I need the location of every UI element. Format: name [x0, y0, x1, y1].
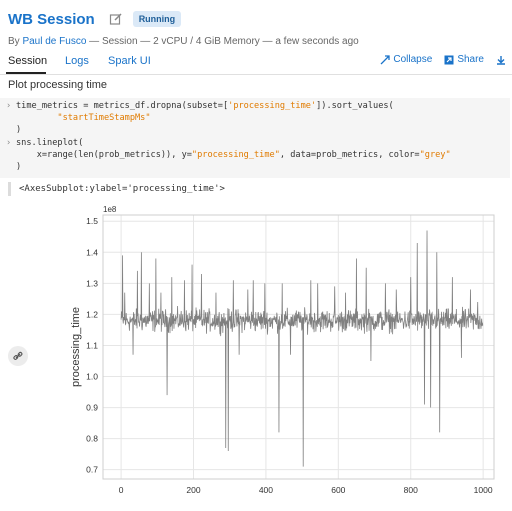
author-link[interactable]: Paul de Fusco [22, 36, 87, 47]
download-button[interactable] [496, 55, 506, 65]
session-actions: Collapse Share [380, 54, 506, 65]
active-tab-indicator [6, 72, 46, 74]
y-tick-label: 1.1 [86, 340, 98, 350]
x-tick-label: 200 [186, 485, 200, 495]
y-tick-label: 1.0 [86, 372, 98, 382]
collapse-icon [380, 54, 391, 64]
x-tick-labels: 0 200 400 600 800 1000 [119, 485, 493, 495]
x-tick-label: 1000 [474, 485, 493, 495]
cell-heading: Plot processing time [8, 79, 108, 91]
code-line-2: "startTimeStampMs" [36, 113, 151, 123]
plot-frame [102, 214, 495, 480]
tab-session[interactable]: Session [8, 55, 48, 67]
share-icon [444, 55, 454, 64]
code-cell[interactable]: › time_metrics = metrics_df.dropna(subse… [0, 98, 510, 178]
share-label: Share [457, 54, 484, 65]
code-line-5: x=range(len(prob_metrics)), y="processin… [16, 150, 451, 160]
share-button[interactable]: Share [444, 54, 484, 65]
y-tick-label: 1.4 [86, 247, 98, 257]
link-icon[interactable] [8, 346, 28, 366]
tab-bar: Session Logs Spark UI Collapse Share [0, 52, 512, 75]
chart-grid [103, 215, 494, 479]
processing-time-series [120, 230, 484, 467]
meta-by: By [8, 36, 23, 47]
scale-label: 1e8 [103, 205, 117, 214]
output-indicator [8, 182, 11, 196]
y-tick-label: 0.8 [86, 434, 98, 444]
code-line-6: ) [16, 162, 22, 172]
download-icon [497, 55, 505, 65]
y-axis-label: processing_time [70, 307, 82, 387]
tab-logs[interactable]: Logs [65, 55, 89, 67]
x-tick-label: 800 [404, 485, 418, 495]
y-tick-label: 0.9 [86, 403, 98, 413]
code-line-1: time_metrics = metrics_df.dropna(subset=… [16, 101, 394, 111]
expand-chevron-icon[interactable]: › [6, 138, 12, 148]
processing-time-chart: 1e8 processing_time 0.7 0.8 0.9 1.0 1.1 1.2 1.… [70, 205, 495, 495]
code-line-4: sns.lineplot( [16, 138, 84, 148]
y-tick-label: 1.2 [86, 309, 98, 319]
session-header: WB Session Running By Paul de Fusco — Se… [8, 8, 504, 48]
edit-icon[interactable] [109, 12, 123, 26]
expand-chevron-icon[interactable]: › [6, 101, 12, 111]
collapse-button[interactable]: Collapse [380, 54, 432, 65]
cell-output: <AxesSubplot:ylabel='processing_time'> [19, 184, 225, 194]
code-line-3: ) [16, 125, 22, 135]
meta-details: — Session — 2 vCPU / 4 GiB Memory — a fe… [86, 36, 359, 47]
y-tick-label: 0.7 [86, 465, 98, 475]
session-meta: By Paul de Fusco — Session — 2 vCPU / 4 … [8, 36, 504, 47]
collapse-label: Collapse [393, 54, 433, 65]
status-badge: Running [132, 11, 182, 27]
session-title: WB Session [8, 10, 95, 28]
y-tick-label: 1.5 [86, 216, 98, 226]
x-tick-label: 400 [259, 485, 273, 495]
x-tick-label: 0 [119, 485, 124, 495]
tab-spark-ui[interactable]: Spark UI [108, 55, 151, 67]
y-tick-label: 1.3 [86, 278, 98, 288]
x-tick-label: 600 [331, 485, 345, 495]
title-row: WB Session Running [8, 8, 504, 30]
y-tick-labels: 0.7 0.8 0.9 1.0 1.1 1.2 1.3 1.4 1.5 [86, 216, 98, 474]
